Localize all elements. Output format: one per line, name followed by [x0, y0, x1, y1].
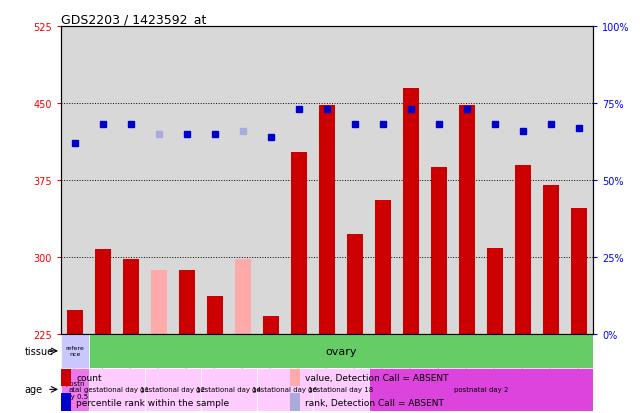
Bar — [459, 106, 474, 334]
Bar — [543, 185, 558, 334]
Bar — [257, 368, 313, 411]
Bar — [61, 368, 89, 411]
Text: refere
nce: refere nce — [65, 346, 84, 356]
Bar — [515, 165, 531, 334]
Bar — [123, 259, 138, 334]
Text: tissue: tissue — [24, 346, 54, 356]
Text: gestational day 18: gestational day 18 — [308, 387, 374, 392]
Bar — [431, 167, 447, 334]
Text: postnatal day 2: postnatal day 2 — [454, 387, 508, 392]
Bar — [403, 88, 419, 334]
Bar — [67, 311, 83, 334]
Bar — [347, 235, 363, 334]
Bar — [375, 201, 390, 334]
Bar — [487, 248, 503, 334]
Bar — [145, 368, 201, 411]
Bar — [201, 368, 257, 411]
Bar — [179, 271, 195, 334]
Bar — [207, 296, 222, 334]
Bar — [290, 394, 299, 411]
Text: age: age — [24, 385, 42, 394]
Text: value, Detection Call = ABSENT: value, Detection Call = ABSENT — [305, 373, 449, 382]
Bar — [61, 394, 71, 411]
Text: ovary: ovary — [325, 346, 356, 356]
Bar — [291, 153, 306, 334]
Bar — [313, 368, 369, 411]
Bar — [61, 334, 89, 368]
Text: gestational day 16: gestational day 16 — [253, 387, 317, 392]
Bar — [319, 106, 335, 334]
Text: gestational day 11: gestational day 11 — [84, 387, 149, 392]
Bar — [61, 369, 71, 386]
Text: percentile rank within the sample: percentile rank within the sample — [76, 398, 229, 406]
Bar — [571, 208, 587, 334]
Bar — [369, 368, 593, 411]
Text: count: count — [76, 373, 102, 382]
Bar — [89, 368, 145, 411]
Bar — [290, 369, 299, 386]
Text: postn
atal
day 0.5: postn atal day 0.5 — [62, 380, 88, 399]
Text: gestational day 14: gestational day 14 — [196, 387, 262, 392]
Bar — [263, 317, 279, 334]
Text: gestational day 12: gestational day 12 — [140, 387, 206, 392]
Bar — [235, 259, 251, 334]
Bar — [151, 271, 167, 334]
Text: rank, Detection Call = ABSENT: rank, Detection Call = ABSENT — [305, 398, 444, 406]
Text: GDS2203 / 1423592_at: GDS2203 / 1423592_at — [61, 13, 206, 26]
Bar — [96, 249, 111, 334]
